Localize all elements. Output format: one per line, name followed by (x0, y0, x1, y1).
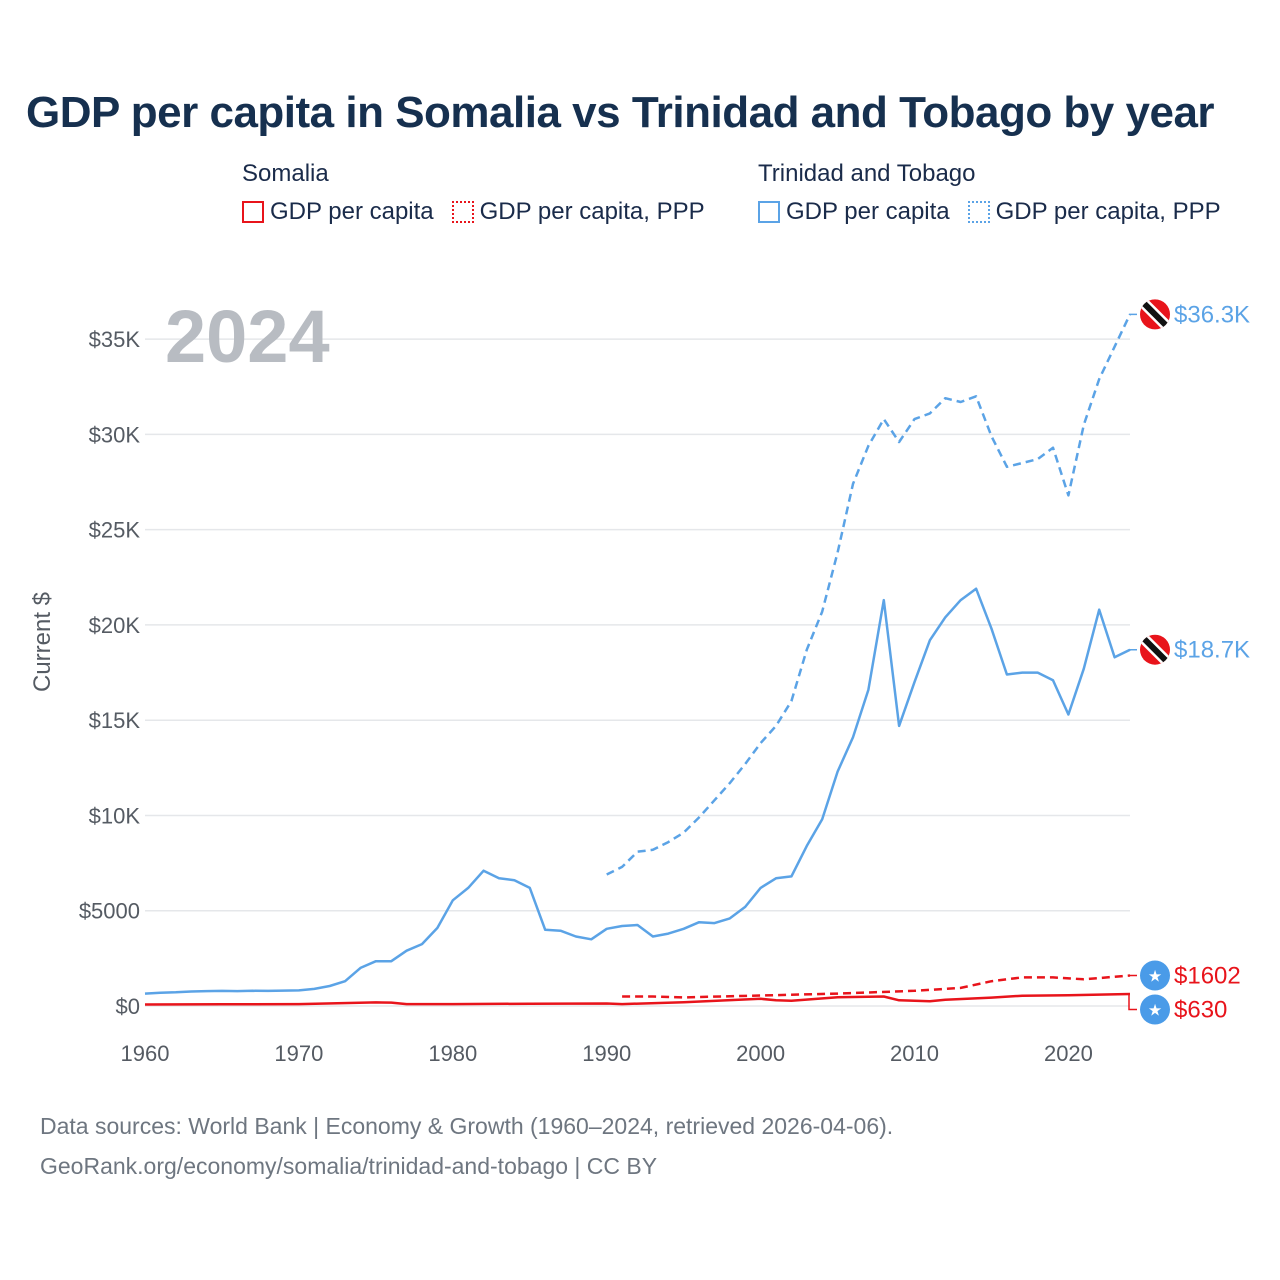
y-tick-label: $35K (89, 327, 141, 352)
footer: Data sources: World Bank | Economy & Gro… (40, 1106, 893, 1186)
x-tick-label: 2010 (890, 1041, 939, 1066)
trinidad-flag-icon (1140, 634, 1170, 665)
x-tick-label: 2000 (736, 1041, 785, 1066)
end-value-label: $1602 (1174, 962, 1241, 989)
legend-somalia-ppp-label: GDP per capita, PPP (479, 198, 705, 225)
svg-text:★: ★ (1148, 1002, 1162, 1019)
legend-somalia-name: Somalia (242, 160, 329, 187)
legend-tt-gdp[interactable]: GDP per capita (758, 198, 950, 226)
x-tick-label: 1960 (121, 1041, 170, 1066)
somalia-flag-icon: ★ (1140, 960, 1170, 991)
y-axis-title: Current $ (29, 592, 56, 692)
legend-somalia-gdp-label: GDP per capita (270, 198, 434, 225)
y-tick-label: $30K (89, 422, 141, 447)
x-tick-label: 1980 (428, 1041, 477, 1066)
dotted-swatch-icon (451, 201, 474, 223)
y-tick-label: $10K (89, 803, 141, 828)
y-tick-label: $15K (89, 708, 141, 733)
y-tick-label: $20K (89, 613, 141, 638)
x-tick-label: 1990 (582, 1041, 631, 1066)
tt-gdp-line[interactable] (144, 587, 1131, 995)
somalia-gdp-line[interactable] (144, 992, 1131, 1006)
chart-title: GDP per capita in Somalia vs Trinidad an… (26, 88, 1215, 137)
end-value-label: $630 (1174, 996, 1227, 1023)
legend-tt-name: Trinidad and Tobago (758, 160, 976, 187)
dotted-swatch-icon (967, 201, 990, 223)
footer-sources: Data sources: World Bank | Economy & Gro… (40, 1113, 894, 1139)
y-tick-label: $0 (116, 994, 140, 1019)
y-tick-label: $25K (89, 518, 141, 543)
footer-url[interactable]: GeoRank.org/economy/somalia/trinidad-and… (40, 1153, 658, 1179)
solid-swatch-icon (758, 201, 780, 223)
legend-tt-ppp[interactable]: GDP per capita, PPP (967, 198, 1221, 226)
grid (145, 338, 1130, 1007)
year-watermark: 2024 (165, 295, 330, 378)
legend-somalia-ppp[interactable]: GDP per capita, PPP (451, 198, 705, 226)
svg-text:★: ★ (1148, 968, 1162, 985)
end-labels: $36.3K $18.7K ★ $1602 ★ $630 (1128, 299, 1250, 1025)
x-tick-label: 1970 (274, 1041, 323, 1066)
trinidad-flag-icon (1140, 299, 1170, 330)
end-value-label: $18.7K (1174, 637, 1250, 664)
legend-somalia-gdp[interactable]: GDP per capita (242, 198, 434, 226)
legend-tt: Trinidad and Tobago GDP per capita GDP p… (758, 160, 1221, 226)
legend-tt-ppp-label: GDP per capita, PPP (995, 198, 1221, 225)
solid-swatch-icon (242, 201, 264, 223)
end-value-label: $36.3K (1174, 301, 1250, 328)
x-tick-label: 2020 (1044, 1041, 1093, 1066)
tt-ppp-line[interactable] (606, 313, 1132, 876)
series (144, 313, 1132, 1006)
somalia-flag-icon: ★ (1140, 994, 1170, 1025)
axes: $0 $5000 $10K $15K $20K $25K $30K $35K 1960 1970 1… (79, 327, 1093, 1066)
somalia-ppp-line[interactable] (622, 974, 1131, 999)
legend-tt-gdp-label: GDP per capita (786, 198, 950, 225)
y-tick-label: $5000 (79, 899, 140, 924)
legend-somalia: Somalia GDP per capita GDP per capita, P… (242, 160, 705, 226)
end-label-connector (1128, 993, 1137, 1011)
